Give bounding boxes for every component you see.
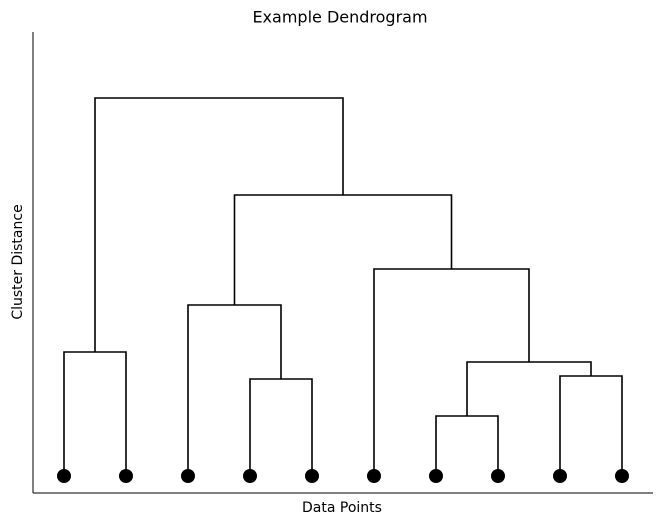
merge-link [187,304,282,476]
x-axis-label: Data Points [302,500,382,516]
chart-title: Example Dendrogram [252,8,427,27]
merge-link [63,351,127,476]
merge-link [435,415,499,476]
merge-link [466,361,592,416]
leaf-point [181,469,195,483]
leaf-point [119,469,133,483]
leaf-point [429,469,443,483]
leaf-point [491,469,505,483]
leaf-point [553,469,567,483]
leaf-point [243,469,257,483]
merge-link [94,97,344,352]
leaf-point [615,469,629,483]
merge-link [559,375,623,476]
merge-link [233,194,453,305]
merge-link [373,268,530,476]
leaf-point [305,469,319,483]
y-axis-label: Cluster Distance [10,204,26,319]
merge-link [249,378,313,476]
leaf-point [367,469,381,483]
leaf-point [57,469,71,483]
